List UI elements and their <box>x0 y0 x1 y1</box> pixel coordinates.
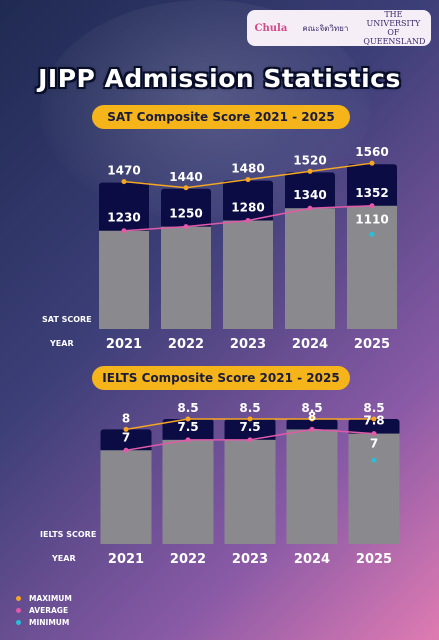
point-max-2022 <box>185 416 191 422</box>
legend-label-average: AVERAGE <box>29 605 69 615</box>
point-max-2024 <box>307 168 313 174</box>
point-min-2025 <box>371 457 377 463</box>
point-max-2024 <box>309 416 315 422</box>
bar-avg-2024 <box>286 429 338 544</box>
bar-avg-2025 <box>348 433 400 544</box>
label-avg-2023: 7.5 <box>239 420 260 434</box>
label-max-2024: 1520 <box>293 153 326 167</box>
sat-chart: 2021 2022 2023 2024 2025 1110 1470 1440 1480 1520… <box>42 145 397 352</box>
label-max-2023: 1480 <box>231 162 264 176</box>
score-axis-label: IELTS SCORE <box>40 530 96 539</box>
label-avg-2022: 7.5 <box>177 420 198 434</box>
label-avg-2022: 1250 <box>169 207 202 221</box>
point-max-2025 <box>371 416 377 422</box>
point-avg-2022 <box>183 224 189 230</box>
point-avg-2025 <box>369 203 375 209</box>
point-avg-2022 <box>185 437 191 443</box>
label-max-2021: 1470 <box>107 164 140 178</box>
legend: MAXIMUM AVERAGE MINIMUM <box>16 592 72 628</box>
label-max-2021: 8 <box>122 411 130 425</box>
label-avg-2023: 1280 <box>231 201 264 215</box>
year-label-2025: 2025 <box>356 552 392 567</box>
label-avg-2021: 1230 <box>107 211 140 225</box>
legend-item-maximum: MAXIMUM <box>16 592 72 604</box>
year-axis-label: YEAR <box>51 554 76 563</box>
legend-label-minimum: MINIMUM <box>29 617 70 627</box>
bar-avg-2021 <box>99 230 149 329</box>
year-label-2023: 2023 <box>230 337 266 352</box>
chula-logo: Chula <box>254 22 288 34</box>
label-max-2022: 1440 <box>169 170 202 184</box>
legend-dot-minimum <box>16 619 21 625</box>
year-label-2024: 2024 <box>292 337 328 352</box>
year-label-2024: 2024 <box>294 552 330 567</box>
bar-avg-2025 <box>347 205 397 329</box>
year-label-2022: 2022 <box>168 337 204 352</box>
year-label-2025: 2025 <box>354 337 390 352</box>
point-avg-2024 <box>307 205 313 211</box>
label-avg-2024: 1340 <box>293 188 326 202</box>
legend-dot-average <box>16 607 21 613</box>
bar-avg-2024 <box>285 208 335 329</box>
psychology-logo: คณะจิตวิทยา <box>302 23 349 33</box>
label-max-2024: 8.5 <box>301 401 322 415</box>
point-max-2021 <box>121 179 127 185</box>
point-max-2022 <box>183 185 189 191</box>
bar-avg-2023 <box>224 439 276 544</box>
label-max-2025: 1560 <box>355 145 388 159</box>
year-label-2023: 2023 <box>232 552 268 567</box>
legend-dot-maximum <box>16 595 21 601</box>
point-avg-2021 <box>123 447 129 453</box>
label-avg-2025: 1352 <box>355 186 388 200</box>
point-avg-2025 <box>371 431 377 437</box>
bar-avg-2022 <box>161 226 211 329</box>
point-avg-2023 <box>245 218 251 224</box>
point-max-2023 <box>245 177 251 183</box>
score-axis-label: SAT SCORE <box>42 315 92 324</box>
legend-item-average: AVERAGE <box>16 604 72 616</box>
label-avg-2021: 7 <box>122 430 130 444</box>
label-max-2025: 8.5 <box>363 401 384 415</box>
bar-avg-2021 <box>100 450 152 544</box>
point-max-2023 <box>247 416 253 422</box>
year-label-2021: 2021 <box>106 337 142 352</box>
label-max-2022: 8.5 <box>177 401 198 415</box>
year-label-2021: 2021 <box>108 552 144 567</box>
point-max-2025 <box>369 160 375 166</box>
legend-item-minimum: MINIMUM <box>16 616 72 628</box>
point-avg-2024 <box>309 426 315 432</box>
ielts-chart-title: IELTS Composite Score 2021 - 2025 <box>92 366 350 390</box>
label-min-2025: 1110 <box>355 212 388 226</box>
label-avg-2025: 7.8 <box>363 414 384 428</box>
year-label-2022: 2022 <box>170 552 206 567</box>
label-max-2023: 8.5 <box>239 401 260 415</box>
point-avg-2023 <box>247 437 253 443</box>
bar-avg-2022 <box>162 439 214 544</box>
label-min-2025: 7 <box>370 436 378 450</box>
logo-bar: Chula คณะจิตวิทยา THE UNIVERSITY OF QUEE… <box>247 10 431 46</box>
legend-label-maximum: MAXIMUM <box>29 593 72 603</box>
sat-chart-title: SAT Composite Score 2021 - 2025 <box>92 105 350 129</box>
bar-avg-2023 <box>223 220 273 329</box>
point-max-2021 <box>123 426 129 432</box>
point-avg-2021 <box>121 228 127 234</box>
uq-logo: THE UNIVERSITY OF QUEENSLAND <box>363 10 426 46</box>
page-title: JIPP Admission Statistics <box>38 64 401 93</box>
year-axis-label: YEAR <box>49 339 74 348</box>
label-avg-2024: 8 <box>308 409 316 423</box>
point-min-2025 <box>369 231 375 237</box>
